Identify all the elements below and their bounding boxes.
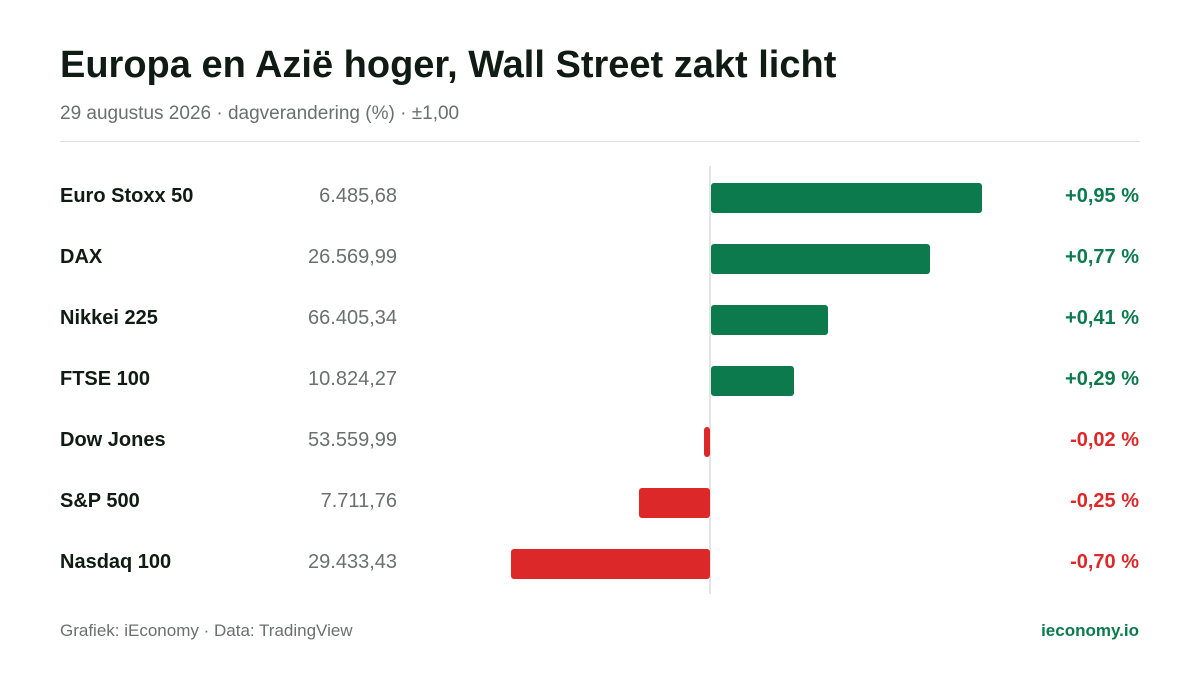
index-level: 26.569,99	[308, 246, 397, 268]
bar-row: DAX 26.569,99 +0,77 %	[0, 227, 1200, 288]
bar-row: S&P 500 7.711,76 -0,25 %	[0, 471, 1200, 532]
bar	[510, 549, 710, 579]
index-level: 66.405,34	[308, 307, 397, 329]
bar	[711, 366, 794, 396]
category-label: S&P 500	[60, 490, 140, 512]
bar-row: Nasdaq 100 29.433,43 -0,70 %	[0, 532, 1200, 593]
bar	[711, 244, 931, 274]
index-level: 29.433,43	[308, 551, 397, 573]
data-label: +0,77 %	[1065, 246, 1139, 268]
bar	[711, 183, 982, 213]
index-level: 53.559,99	[308, 429, 397, 451]
index-level: 6.485,68	[319, 185, 397, 207]
category-label: Nikkei 225	[60, 307, 158, 329]
bar-row: Nikkei 225 66.405,34 +0,41 %	[0, 288, 1200, 349]
footer-brand-link[interactable]: ieconomy.io	[1041, 621, 1139, 640]
bar-row: FTSE 100 10.824,27 +0,29 %	[0, 349, 1200, 410]
data-label: +0,41 %	[1065, 307, 1139, 329]
data-label: +0,95 %	[1065, 185, 1139, 207]
chart-subtitle: 29 augustus 2026 · dagverandering (%) · …	[60, 103, 460, 124]
zero-axis-line	[709, 166, 711, 594]
data-label: -0,25 %	[1070, 490, 1139, 512]
chart-title: Europa en Azië hoger, Wall Street zakt l…	[60, 44, 837, 86]
category-label: FTSE 100	[60, 368, 151, 390]
bar	[704, 427, 710, 457]
bar-row: Euro Stoxx 50 6.485,68 +0,95 %	[0, 166, 1200, 227]
index-level: 10.824,27	[308, 368, 397, 390]
category-label: Nasdaq 100	[60, 551, 172, 573]
bar	[711, 305, 828, 335]
data-label: +0,29 %	[1065, 368, 1139, 390]
index-level: 7.711,76	[320, 490, 397, 512]
category-label: Dow Jones	[60, 429, 166, 451]
data-label: -0,02 %	[1070, 429, 1139, 451]
data-label: -0,70 %	[1070, 551, 1139, 573]
bar-row: Dow Jones 53.559,99 -0,02 %	[0, 410, 1200, 471]
header-divider	[60, 141, 1140, 142]
bar	[638, 488, 710, 518]
category-label: DAX	[60, 246, 103, 268]
category-label: Euro Stoxx 50	[60, 185, 194, 207]
footer-credit: Grafiek: iEconomy · Data: TradingView	[60, 621, 353, 640]
